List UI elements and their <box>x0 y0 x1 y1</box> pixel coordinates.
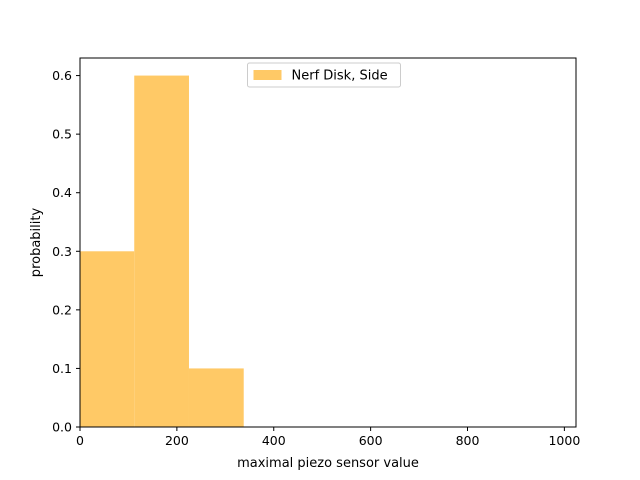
y-tick-label: 0.4 <box>52 185 72 200</box>
histogram-bar <box>80 251 135 427</box>
y-tick-label: 0.5 <box>52 127 72 142</box>
histogram-bar <box>134 75 189 428</box>
legend-swatch <box>253 70 282 80</box>
legend: Nerf Disk, Side <box>247 62 401 88</box>
y-axis-label: probability <box>29 208 44 278</box>
y-tick-label: 0.3 <box>52 244 72 259</box>
y-tick-label: 0.1 <box>52 361 72 376</box>
y-tick-label: 0.0 <box>52 420 72 435</box>
y-tick-label: 0.6 <box>52 68 72 83</box>
x-tick-label: 0 <box>76 433 84 448</box>
x-axis-label: maximal piezo sensor value <box>237 456 419 471</box>
x-tick-label: 1000 <box>548 433 580 448</box>
y-axis: 0.0 0.1 0.2 0.3 0.4 0.5 0.6 <box>52 68 80 435</box>
x-tick-label: 600 <box>359 433 383 448</box>
x-tick-label: 400 <box>262 433 286 448</box>
y-tick-label: 0.2 <box>52 302 72 317</box>
x-tick-label: 800 <box>456 433 480 448</box>
legend-label: Nerf Disk, Side <box>292 69 388 84</box>
plot-frame <box>79 57 577 428</box>
legend-box <box>247 62 401 88</box>
histogram-bar <box>188 368 244 427</box>
x-tick-label: 200 <box>165 433 189 448</box>
x-axis: 0 200 400 600 800 1000 <box>76 427 580 448</box>
bars-layer <box>80 75 244 428</box>
